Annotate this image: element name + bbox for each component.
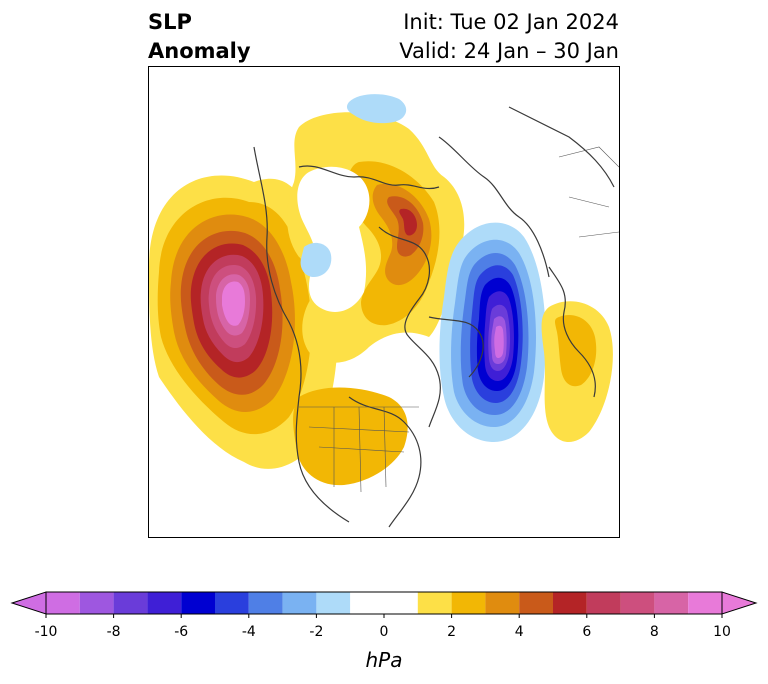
init-date: Init: Tue 02 Jan 2024 xyxy=(403,10,619,34)
colorbar-bin-6 xyxy=(248,592,283,614)
map-panel xyxy=(148,66,620,538)
colorbar-bin-11 xyxy=(451,592,486,614)
map-date-info: Init: Tue 02 Jan 2024 Valid: 24 Jan – 30… xyxy=(399,8,619,66)
colorbar-extend-low xyxy=(10,591,47,615)
colorbar-bin-3 xyxy=(147,592,182,614)
arctic-contour-5 xyxy=(399,208,417,236)
canada-weak-low xyxy=(300,242,332,277)
atlantic-contour-9 xyxy=(494,325,504,358)
colorbar-bin-0 xyxy=(46,592,80,614)
colorbar-bin-13 xyxy=(519,592,553,614)
colorbar-tick-label: -8 xyxy=(106,624,121,640)
colorbar-bin-10 xyxy=(417,592,452,614)
valid-range: Valid: 24 Jan – 30 Jan xyxy=(399,39,619,63)
colorbar-bin-1 xyxy=(79,592,114,614)
colorbar-tick-label: 6 xyxy=(582,624,592,640)
title-line-2: Anomaly xyxy=(148,39,251,63)
atlantic-low-anomaly xyxy=(439,222,546,442)
us-high-anomaly xyxy=(293,387,408,486)
title-line-1: SLP xyxy=(148,10,192,34)
colorbar-bin-18 xyxy=(688,592,722,614)
colorbar-bin-15 xyxy=(586,592,621,614)
colorbar-bin-12 xyxy=(485,592,520,614)
colorbar-bin-8 xyxy=(316,592,351,614)
colorbar-tick-label: -6 xyxy=(174,624,189,640)
pacific-high-anomaly xyxy=(149,175,338,469)
colorbar-bin-14 xyxy=(553,592,587,614)
europe-contour-2 xyxy=(555,315,597,387)
coastlines xyxy=(253,106,615,528)
colorbar-tick-label: 8 xyxy=(649,624,659,640)
colorbar-tick-label: 2 xyxy=(447,624,457,640)
colorbar-extend-high xyxy=(721,591,758,615)
colorbar xyxy=(10,591,758,618)
political-borders xyxy=(299,146,619,493)
colorbar-bin-7 xyxy=(282,592,317,614)
colorbar-tick-label: 10 xyxy=(713,624,731,640)
colorbar-bin-4 xyxy=(181,592,215,614)
colorbar-tick-label: -4 xyxy=(241,624,256,640)
colorbar-tick-label: 4 xyxy=(514,624,524,640)
colorbar-tick-label: 0 xyxy=(379,624,389,640)
map-canvas xyxy=(149,94,619,528)
colorbar-bin-5 xyxy=(215,592,249,614)
colorbar-bin-9 xyxy=(350,592,418,614)
colorbar-tick-label: -10 xyxy=(34,624,58,640)
colorbar-tick-label: -2 xyxy=(309,624,324,640)
europe-high-anomaly xyxy=(541,301,613,443)
colorbar-bin-16 xyxy=(620,592,655,614)
map-title: SLP Anomaly xyxy=(148,8,251,66)
colorbar-unit-label: hPa xyxy=(365,648,403,672)
arctic-weak-low xyxy=(346,94,407,124)
pacific-contour-9 xyxy=(222,281,245,326)
colorbar-bin-17 xyxy=(654,592,689,614)
colorbar-bin-2 xyxy=(113,592,148,614)
